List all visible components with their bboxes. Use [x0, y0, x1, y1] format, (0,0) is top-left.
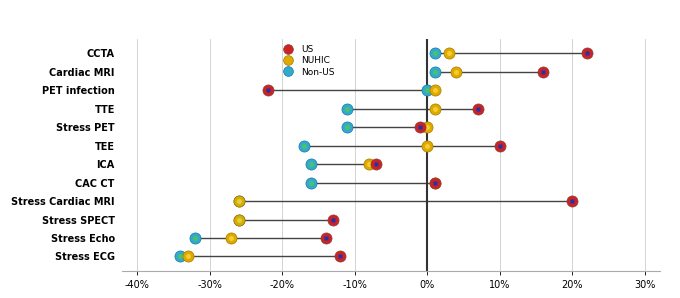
Legend: US, NUHIC, Non-US: US, NUHIC, Non-US [277, 43, 336, 78]
Text: Greater than 2019 baseline: Greater than 2019 baseline [476, 20, 611, 30]
Text: Less than 2019 baseline: Less than 2019 baseline [216, 20, 335, 30]
